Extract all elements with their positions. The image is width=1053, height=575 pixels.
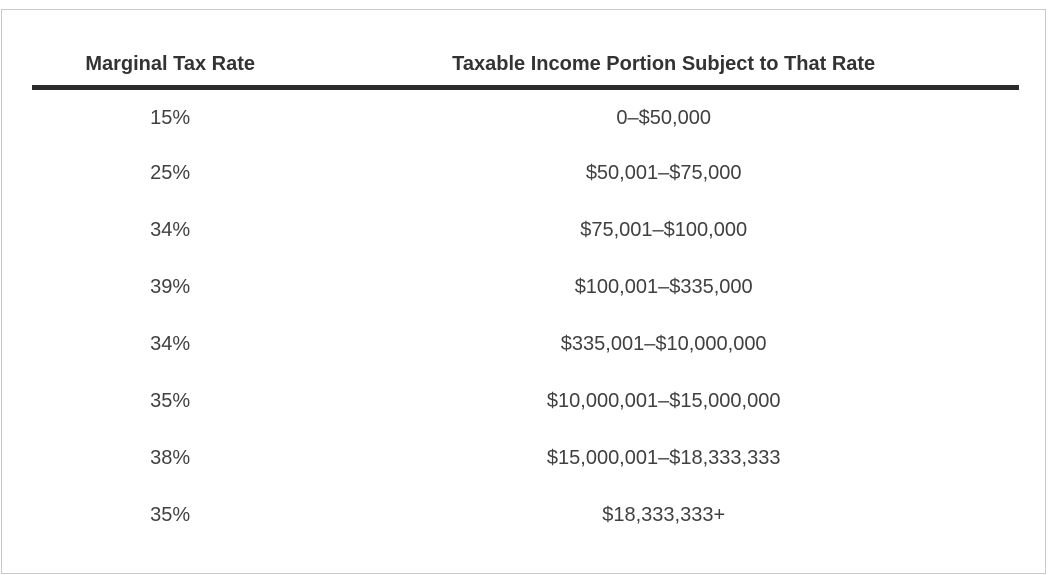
table-body: 15% 0–$50,000 25% $50,001–$75,000 34% $7… [32, 88, 1019, 544]
income-range-cell: $335,001–$10,000,000 [560, 332, 767, 355]
table-row: 25% $50,001–$75,000 [32, 145, 1019, 202]
income-range-cell: $100,001–$335,000 [574, 275, 753, 298]
table-row: 35% $10,000,001–$15,000,000 [32, 373, 1019, 430]
header-row: Marginal Tax Rate Taxable Income Portion… [32, 10, 1019, 90]
income-range-cell: $15,000,001–$18,333,333 [546, 446, 781, 469]
table-row: 15% 0–$50,000 [32, 88, 1019, 145]
rate-cell: 34% [150, 332, 191, 355]
rate-cell: 38% [150, 446, 191, 469]
table-row: 34% $75,001–$100,000 [32, 202, 1019, 259]
table-row: 34% $335,001–$10,000,000 [32, 316, 1019, 373]
table-row: 38% $15,000,001–$18,333,333 [32, 430, 1019, 487]
table-row: 39% $100,001–$335,000 [32, 259, 1019, 316]
rate-cell: 39% [150, 275, 191, 298]
column-header-taxable-income-portion: Taxable Income Portion Subject to That R… [308, 10, 1019, 90]
rate-cell: 25% [150, 161, 191, 184]
marginal-tax-rate-table: Marginal Tax Rate Taxable Income Portion… [32, 10, 1019, 544]
rate-cell: 35% [150, 503, 191, 526]
tax-table-card: Marginal Tax Rate Taxable Income Portion… [1, 9, 1046, 574]
rate-cell: 35% [150, 389, 191, 412]
income-range-cell: $10,000,001–$15,000,000 [546, 389, 781, 412]
table-header: Marginal Tax Rate Taxable Income Portion… [32, 10, 1019, 90]
table-row: 35% $18,333,333+ [32, 487, 1019, 544]
income-range-cell: 0–$50,000 [616, 107, 711, 130]
rate-cell: 15% [150, 107, 191, 130]
column-header-marginal-tax-rate: Marginal Tax Rate [32, 10, 309, 90]
income-range-cell: $18,333,333+ [602, 503, 726, 526]
income-range-cell: $50,001–$75,000 [585, 161, 742, 184]
income-range-cell: $75,001–$100,000 [580, 218, 748, 241]
rate-cell: 34% [150, 218, 191, 241]
